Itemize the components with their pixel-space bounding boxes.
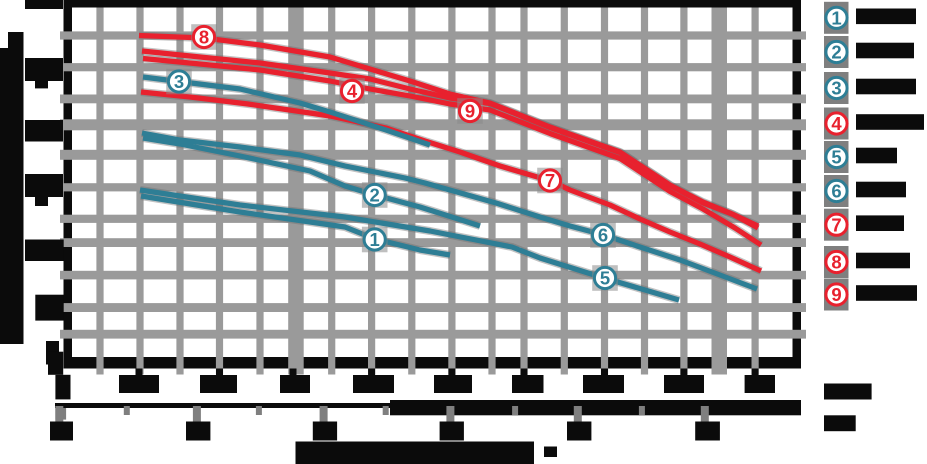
svg-text:8: 8 — [831, 252, 841, 273]
svg-text:7: 7 — [831, 214, 841, 235]
svg-text:1: 1 — [370, 229, 380, 250]
svg-text:3: 3 — [174, 71, 184, 92]
svg-text:2: 2 — [831, 42, 841, 63]
svg-text:5: 5 — [600, 268, 610, 289]
svg-text:4: 4 — [831, 113, 842, 134]
svg-text:5: 5 — [831, 147, 841, 168]
svg-text:6: 6 — [598, 225, 608, 246]
svg-text:4: 4 — [347, 81, 358, 102]
svg-text:8: 8 — [199, 27, 209, 48]
svg-text:7: 7 — [545, 170, 555, 191]
svg-text:1: 1 — [831, 7, 841, 28]
svg-text:9: 9 — [465, 101, 475, 122]
svg-text:9: 9 — [831, 284, 841, 305]
svg-text:2: 2 — [370, 185, 380, 206]
svg-text:6: 6 — [831, 181, 841, 202]
svg-text:3: 3 — [831, 78, 841, 99]
